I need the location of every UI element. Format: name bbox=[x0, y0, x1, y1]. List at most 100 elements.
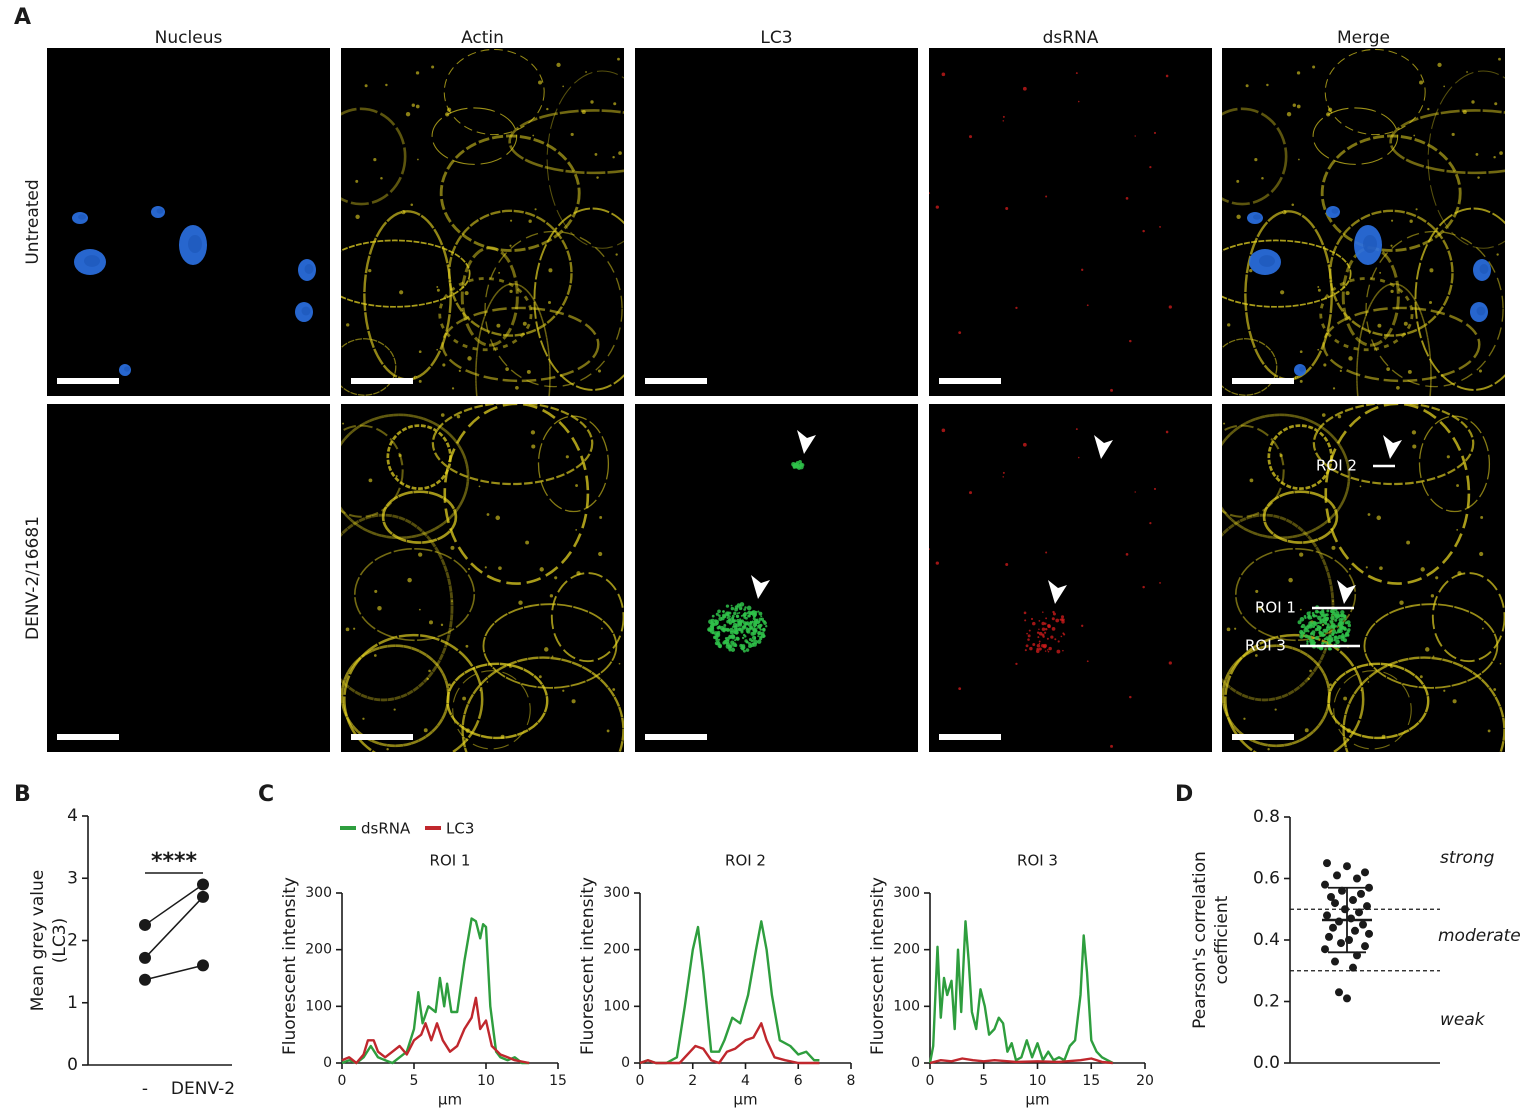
dsrna-speck bbox=[1044, 622, 1047, 625]
lc3-speck bbox=[757, 635, 760, 638]
actin-fiber bbox=[1389, 109, 1505, 175]
dsrna-speck bbox=[1037, 636, 1040, 639]
arrowhead bbox=[797, 430, 816, 454]
y-tick-label: 0 bbox=[323, 1055, 332, 1071]
lc3-speck bbox=[715, 638, 719, 642]
actin-fiber bbox=[460, 246, 519, 347]
arrowhead bbox=[1094, 435, 1113, 459]
nucleus bbox=[1323, 992, 1347, 1016]
lc3-speck bbox=[1317, 615, 1322, 621]
lc3-speck bbox=[757, 630, 762, 636]
dsrna-speck bbox=[1038, 628, 1040, 631]
scale-bar bbox=[351, 378, 413, 384]
data-point bbox=[1363, 902, 1371, 911]
dsrna-speck bbox=[1047, 624, 1051, 628]
actin-speck bbox=[522, 321, 527, 326]
data-point bbox=[1343, 862, 1351, 871]
actin-speck bbox=[450, 545, 455, 550]
significance: **** bbox=[151, 849, 198, 874]
dsrna-speck bbox=[1028, 629, 1031, 632]
row-label: DENV-2/16681 bbox=[23, 516, 43, 640]
dsrna-speck bbox=[1129, 695, 1132, 699]
micrograph bbox=[1222, 48, 1505, 396]
actin-speck bbox=[1299, 608, 1302, 611]
lc3-speck bbox=[753, 612, 758, 617]
dsrna-speck bbox=[1125, 196, 1129, 200]
lc3-speck bbox=[746, 605, 752, 611]
lc3-speck bbox=[736, 612, 739, 615]
dsrna-speck bbox=[941, 72, 946, 77]
actin-fiber bbox=[508, 109, 624, 175]
actin-fiber bbox=[1427, 70, 1505, 249]
dsrna-speck bbox=[1044, 631, 1047, 634]
nucleus-texture bbox=[304, 264, 314, 274]
actin-speck bbox=[486, 513, 490, 516]
nucleus bbox=[1358, 990, 1372, 1002]
lc3-speck bbox=[715, 612, 719, 616]
actin-speck bbox=[1234, 627, 1237, 630]
data-point bbox=[1323, 859, 1331, 868]
panel-label: A bbox=[14, 5, 31, 30]
dsrna-speck bbox=[1038, 642, 1041, 645]
nucleus bbox=[1375, 784, 1399, 804]
actin-speck bbox=[440, 413, 445, 417]
actin-speck bbox=[1227, 323, 1231, 327]
lc3-speck bbox=[763, 620, 766, 623]
row-label: Untreated bbox=[23, 179, 43, 264]
y-tick-label: 1 bbox=[67, 993, 78, 1013]
dsrna-speck bbox=[1002, 120, 1004, 122]
lc3-speck bbox=[1322, 628, 1327, 633]
roi-label: ROI 2 bbox=[1316, 457, 1357, 475]
actin-speck bbox=[1329, 683, 1332, 687]
actin-speck bbox=[1466, 71, 1468, 73]
lc3-speck bbox=[1316, 610, 1320, 614]
column-header: Nucleus bbox=[155, 28, 223, 48]
dsrna-speck bbox=[1042, 635, 1045, 638]
actin-speck bbox=[445, 112, 450, 117]
lc3-speck bbox=[718, 638, 721, 641]
dsrna-speck bbox=[1041, 627, 1046, 631]
lc3-speck bbox=[757, 620, 761, 624]
lc3-speck bbox=[1312, 633, 1316, 637]
dsrna-speck bbox=[1038, 647, 1042, 651]
pair-line bbox=[144, 896, 204, 959]
dsrna-speck bbox=[1159, 225, 1161, 228]
dsrna-speck bbox=[1056, 649, 1061, 654]
y-tick-label: 100 bbox=[603, 998, 630, 1014]
actin-speck bbox=[418, 379, 422, 383]
lc3-speck bbox=[740, 614, 743, 617]
lc3-speck bbox=[742, 649, 746, 653]
lc3-speck bbox=[740, 630, 744, 634]
actin-speck bbox=[362, 717, 365, 720]
lc3-speck bbox=[726, 628, 730, 632]
actin-speck bbox=[395, 475, 398, 478]
lc3-speck bbox=[1341, 635, 1346, 639]
dsrna-speck bbox=[1036, 644, 1041, 648]
chart-title: ROI 1 bbox=[430, 852, 471, 870]
data-point bbox=[1347, 914, 1355, 923]
lc3-speck bbox=[738, 611, 741, 614]
nucleus bbox=[1366, 957, 1394, 981]
actin-speck bbox=[1471, 100, 1475, 104]
actin-speck bbox=[415, 104, 420, 109]
lc3-speck bbox=[756, 620, 758, 623]
lc3-speck bbox=[707, 628, 712, 632]
actin-fiber bbox=[452, 670, 531, 750]
lc3-speck bbox=[1329, 620, 1331, 622]
lc3-speck bbox=[1325, 636, 1330, 641]
actin-speck bbox=[1412, 444, 1417, 449]
nucleus-texture bbox=[1364, 853, 1376, 864]
x-tick-label: 6 bbox=[794, 1073, 803, 1089]
actin-speck bbox=[1409, 219, 1413, 223]
lc3-speck bbox=[740, 607, 742, 610]
x-tick-label: 0 bbox=[338, 1073, 347, 1089]
data-point bbox=[1321, 945, 1329, 954]
dsrna-speck bbox=[1086, 660, 1089, 663]
nucleus-texture bbox=[1467, 762, 1477, 767]
nucleus-texture bbox=[1461, 897, 1474, 910]
actin-speck bbox=[1298, 158, 1300, 161]
lc3-speck bbox=[730, 604, 733, 607]
lc3-speck bbox=[1341, 618, 1344, 621]
actin-fiber bbox=[1324, 48, 1426, 136]
data-point bbox=[139, 918, 151, 931]
